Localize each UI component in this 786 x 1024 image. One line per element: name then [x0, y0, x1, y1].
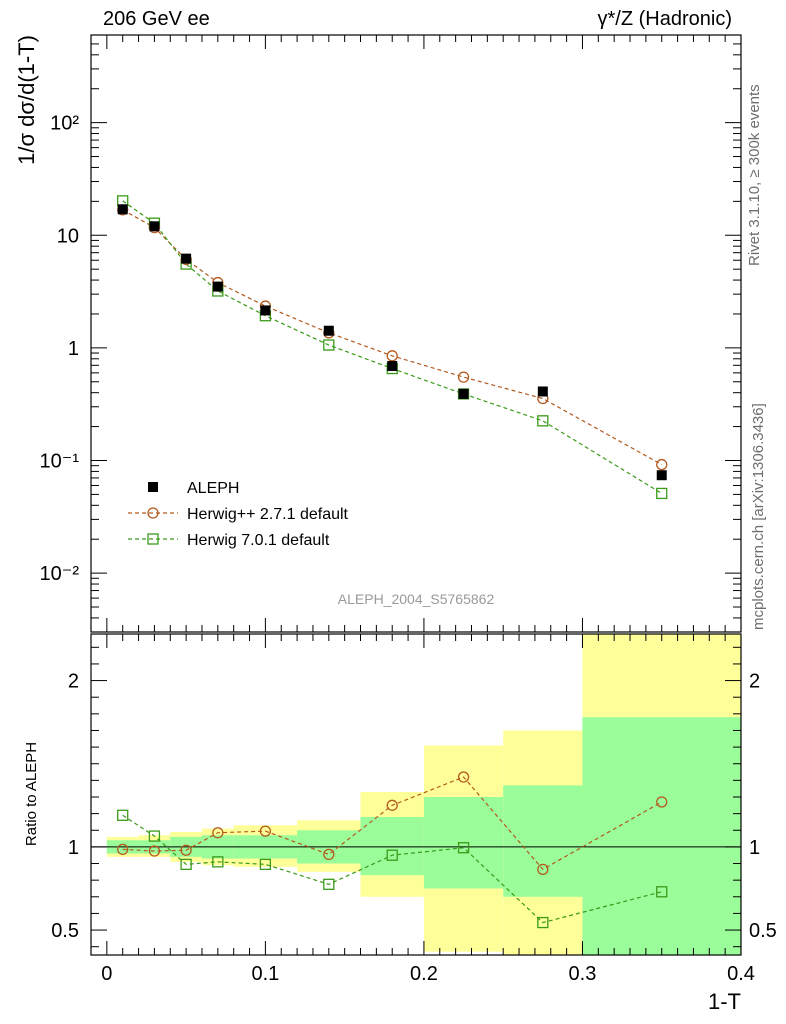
- ratio-herwigpp-point: [457, 771, 470, 783]
- herwig7-point: [656, 487, 668, 500]
- y-tick-label: 10: [57, 225, 79, 247]
- aleph-data-point: [387, 361, 398, 372]
- ratio-frame: [90, 633, 742, 956]
- band-inner-bin: [503, 785, 583, 897]
- axis-ticks: [91, 34, 742, 955]
- y-tick-label: 1: [68, 338, 79, 360]
- aleph-data-point: [323, 325, 334, 336]
- main-frame: [90, 34, 742, 633]
- x-tick-label: 0: [101, 963, 112, 985]
- plot-frames: [90, 34, 742, 956]
- ratio-y-tick-label-right: 1: [749, 837, 760, 859]
- main-series-line: [122, 200, 663, 494]
- legend-label: ALEPH: [187, 480, 239, 497]
- plot-title-process: γ*/Z (Hadronic): [597, 8, 732, 30]
- ratio-herwig7-point: [537, 916, 549, 929]
- x-tick-label: 0.3: [569, 963, 597, 985]
- ratio-herwigpp-point: [386, 799, 398, 811]
- y-axis-title: 1/σ dσ/d(1-T): [14, 35, 39, 165]
- ratio-herwig7-point: [148, 830, 161, 842]
- herwig7-point: [537, 415, 549, 427]
- aleph-data-point: [181, 253, 192, 264]
- legend-herwig7-marker: [147, 533, 159, 545]
- y-tick-label: 10⁻¹: [40, 450, 80, 472]
- ratio-herwig7-point: [323, 878, 335, 890]
- ratio-herwigpp-point: [180, 844, 192, 856]
- legend-herwigpp-marker: [147, 507, 159, 519]
- ratio-herwigpp-point: [117, 843, 129, 856]
- legend-label: Herwig++ 2.7.1 default: [187, 506, 349, 523]
- aleph-data-point: [458, 388, 469, 399]
- analysis-watermark: ALEPH_2004_S5765862: [338, 591, 495, 607]
- ratio-herwigpp-point: [656, 796, 668, 808]
- band-inner-bin: [582, 717, 741, 955]
- legend: ALEPH Herwig++ 2.7.1 default Herwig 7.0.1 …: [128, 480, 349, 549]
- ratio-y-axis-title: Ratio to ALEPH: [23, 742, 40, 846]
- x-axis-title: 1-T: [708, 989, 741, 1014]
- ratio-herwig7-point: [117, 809, 129, 821]
- axis-labels: 10⁻² 10⁻¹ 1 10 10² 0.5 0.5 1 1 2 2 0 0.1 0.2 0.3 0.4 1-T…: [14, 35, 777, 1014]
- ratio-herwig7-point: [457, 842, 470, 854]
- ratio-herwig7-point: [212, 856, 224, 868]
- ratio-plot-area: [117, 771, 668, 929]
- ratio-y-tick-label: 2: [68, 671, 79, 693]
- herwigpp-point: [386, 350, 398, 362]
- ratio-herwigpp-point: [212, 827, 224, 839]
- herwig7-point: [323, 339, 335, 351]
- ratio-y-tick-label-right: 2: [749, 671, 760, 693]
- legend-label: Herwig 7.0.1 default: [187, 532, 330, 549]
- aleph-data-point: [212, 281, 223, 292]
- main-series-line: [122, 209, 663, 466]
- ratio-herwigpp-point: [148, 845, 161, 857]
- ratio-y-tick-label: 0.5: [51, 920, 79, 942]
- band-inner-bin: [360, 816, 424, 876]
- plot-title-energy: 206 GeV ee: [103, 8, 210, 30]
- ratio-herwigpp-point: [323, 848, 335, 861]
- ratio-y-tick-label: 1: [68, 837, 79, 859]
- ratio-series-line: [122, 814, 662, 924]
- herwigpp-point: [457, 371, 470, 383]
- x-tick-label: 0.4: [727, 963, 755, 985]
- ratio-herwigpp-point: [537, 863, 549, 875]
- aleph-data-point: [260, 305, 271, 316]
- ratio-herwig7-point: [386, 849, 398, 861]
- ratio-y-tick-label-right: 0.5: [749, 920, 777, 942]
- main-plot-area: [117, 195, 668, 500]
- x-tick-label: 0.2: [410, 963, 438, 985]
- ratio-herwig7-point: [259, 858, 272, 871]
- ratio-uncertainty-bands: [91, 634, 741, 955]
- herwigpp-point: [656, 458, 668, 471]
- y-tick-label: 10⁻²: [40, 563, 80, 585]
- legend-aleph-marker: [148, 482, 158, 492]
- ratio-herwigpp-point: [259, 825, 272, 837]
- aleph-data-point: [537, 386, 548, 397]
- aleph-data-point: [656, 470, 667, 481]
- x-tick-label: 0.1: [251, 963, 279, 985]
- aleph-data-point: [117, 204, 128, 215]
- ratio-herwig7-point: [180, 858, 192, 871]
- aleph-data-point: [149, 221, 160, 232]
- ratio-herwig7-point: [656, 886, 668, 898]
- y-tick-label: 10²: [50, 113, 79, 135]
